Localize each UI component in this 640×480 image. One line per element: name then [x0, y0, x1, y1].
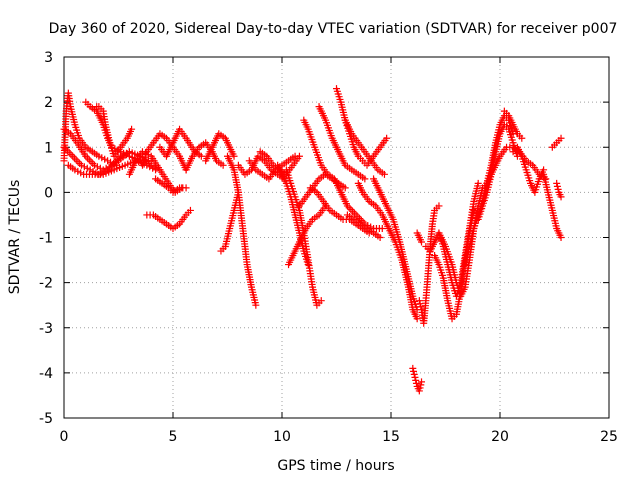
data-point: [295, 152, 303, 160]
data-point-interp: [347, 206, 355, 214]
x-tick-label: 0: [60, 429, 69, 445]
series-arc-05: [93, 103, 136, 160]
series-arc-15: [224, 152, 260, 309]
data-point-interp: [554, 185, 562, 193]
y-tick-label: 3: [44, 50, 53, 66]
y-tick-label: -4: [39, 366, 53, 382]
data-point-interp: [553, 182, 561, 190]
series-arc-41: [509, 143, 548, 196]
data-point: [376, 234, 384, 241]
data-point: [219, 161, 227, 169]
data-point-interp: [62, 145, 70, 153]
data-point: [415, 387, 423, 395]
axis-ticks: 0 5 10 15 20 25 -5 -4 -3 -2 -1 0 1 2 3: [39, 50, 618, 445]
series-arc-31: [409, 364, 426, 395]
data-point: [317, 297, 325, 305]
data-point: [361, 175, 369, 183]
data-point: [230, 152, 238, 160]
data-point-interp: [67, 150, 75, 158]
x-tick-label: 20: [491, 429, 509, 445]
data-point: [186, 206, 194, 214]
data-point-interp: [410, 370, 418, 378]
y-tick-label: -2: [39, 276, 53, 292]
series-arc-27: [341, 116, 388, 178]
data-point: [418, 238, 426, 246]
data-point: [252, 301, 260, 309]
series-arc-14: [217, 188, 242, 255]
data-point: [341, 184, 349, 192]
series-arc-44: [553, 179, 565, 201]
data-point: [409, 364, 417, 372]
data-points: [60, 85, 565, 395]
y-tick-label: -5: [39, 411, 53, 427]
series-arc-30: [370, 175, 421, 314]
series-arc-13: [202, 130, 238, 165]
series-arc-25: [315, 103, 369, 183]
data-point-interp: [87, 158, 95, 166]
data-point-interp: [85, 156, 93, 164]
x-tick-label: 25: [600, 429, 618, 445]
data-point-interp: [417, 303, 425, 311]
data-point-interp: [349, 207, 357, 215]
data-point-interp: [76, 159, 84, 167]
series-arc-11: [156, 125, 205, 160]
data-point: [383, 134, 391, 142]
data-point: [474, 179, 482, 187]
data-point: [418, 378, 426, 386]
series-arc-38: [474, 121, 521, 223]
y-tick-label: 0: [44, 185, 53, 201]
data-point: [378, 224, 386, 232]
data-point: [197, 152, 205, 160]
data-point: [557, 134, 565, 142]
data-point: [557, 193, 565, 201]
data-point-interp: [70, 154, 78, 162]
y-tick-label: -1: [39, 231, 53, 247]
series-arc-23: [300, 116, 386, 232]
y-tick-label: 2: [44, 95, 53, 111]
data-point-interp: [72, 156, 80, 164]
chart-title: Day 360 of 2020, Sidereal Day-to-day VTE…: [49, 21, 618, 37]
y-tick-label: 1: [44, 140, 53, 156]
series-arc-42: [540, 170, 565, 241]
data-point: [411, 373, 419, 381]
data-point-interp: [412, 379, 420, 387]
data-point: [413, 315, 421, 323]
data-point-interp: [410, 367, 418, 375]
data-point: [553, 179, 561, 187]
x-tick-label: 5: [169, 429, 178, 445]
data-point: [415, 297, 423, 305]
data-point-interp: [74, 158, 82, 166]
y-axis-label: SDTVAR / TECUs: [7, 180, 23, 295]
series-arc-10: [152, 175, 190, 196]
data-point-interp: [417, 381, 425, 389]
series-arc-32: [413, 229, 426, 246]
series-arc-21: [285, 202, 330, 269]
y-tick-label: -3: [39, 321, 53, 337]
data-point-interp: [416, 384, 424, 392]
data-point: [128, 125, 136, 133]
data-point: [69, 152, 77, 160]
x-axis-label: GPS time / hours: [277, 458, 394, 474]
series-arc-40: [500, 107, 526, 142]
x-tick-label: 10: [273, 429, 291, 445]
data-point: [380, 170, 388, 178]
data-point: [557, 234, 565, 241]
data-point: [518, 134, 526, 142]
series-arc-01: [60, 89, 120, 169]
x-tick-label: 15: [382, 429, 400, 445]
data-point-interp: [412, 376, 420, 384]
series-arc-43: [548, 134, 565, 151]
data-point-interp: [89, 159, 97, 167]
series-arc-09: [143, 206, 194, 232]
series-arc-28: [343, 211, 384, 241]
grid: [64, 57, 609, 418]
data-point-interp: [84, 154, 92, 162]
data-point: [435, 202, 443, 210]
data-point: [182, 184, 190, 192]
